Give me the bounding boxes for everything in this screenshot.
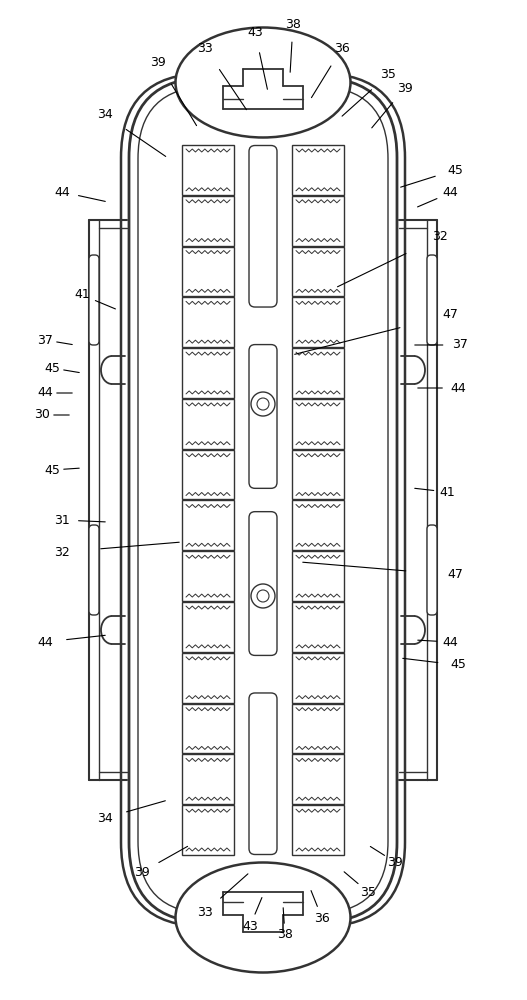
Bar — [182, 754, 234, 804]
Bar — [292, 704, 344, 753]
Text: 32: 32 — [432, 231, 448, 243]
FancyBboxPatch shape — [89, 525, 99, 615]
Circle shape — [251, 584, 275, 608]
Text: 39: 39 — [397, 82, 413, 95]
Bar — [182, 348, 234, 398]
Text: 39: 39 — [134, 865, 150, 879]
Bar — [292, 754, 344, 804]
Text: 43: 43 — [242, 920, 258, 932]
Ellipse shape — [175, 862, 350, 972]
Text: 34: 34 — [97, 812, 113, 824]
Bar — [292, 297, 344, 347]
Bar — [292, 247, 344, 296]
Text: 39: 39 — [387, 856, 403, 868]
Bar — [292, 653, 344, 703]
Text: 41: 41 — [439, 486, 455, 498]
Text: 36: 36 — [314, 912, 330, 924]
Bar — [292, 348, 344, 398]
Text: 41: 41 — [74, 288, 90, 302]
Bar — [182, 196, 234, 246]
Bar — [292, 196, 344, 246]
Bar — [182, 297, 234, 347]
Bar — [292, 500, 344, 550]
Bar — [182, 704, 234, 753]
Bar — [182, 653, 234, 703]
Bar — [292, 399, 344, 449]
Bar — [182, 399, 234, 449]
Text: 38: 38 — [277, 928, 293, 942]
Bar — [292, 145, 344, 195]
Text: 37: 37 — [452, 338, 468, 352]
Text: 44: 44 — [450, 381, 466, 394]
Text: 33: 33 — [197, 906, 213, 918]
Bar — [182, 500, 234, 550]
Text: 45: 45 — [447, 163, 463, 176]
Bar — [292, 450, 344, 499]
Circle shape — [251, 392, 275, 416]
Text: 36: 36 — [334, 41, 350, 54]
FancyBboxPatch shape — [249, 345, 277, 488]
Text: 37: 37 — [37, 334, 53, 347]
FancyBboxPatch shape — [249, 512, 277, 655]
Text: 30: 30 — [34, 408, 50, 422]
Text: 39: 39 — [150, 55, 166, 68]
Text: 44: 44 — [442, 186, 458, 200]
FancyBboxPatch shape — [427, 525, 437, 615]
Text: 34: 34 — [97, 108, 113, 121]
Bar — [182, 551, 234, 601]
Text: 32: 32 — [54, 546, 70, 558]
FancyBboxPatch shape — [249, 145, 277, 307]
Text: 45: 45 — [44, 361, 60, 374]
FancyBboxPatch shape — [138, 87, 388, 914]
FancyBboxPatch shape — [249, 693, 277, 854]
Text: 44: 44 — [37, 636, 53, 648]
Bar — [182, 247, 234, 296]
Text: 47: 47 — [442, 308, 458, 322]
Circle shape — [257, 590, 269, 602]
Text: 47: 47 — [447, 568, 463, 582]
Text: 45: 45 — [450, 658, 466, 672]
FancyBboxPatch shape — [121, 74, 405, 926]
Bar — [182, 805, 234, 855]
Bar — [292, 602, 344, 652]
Text: 35: 35 — [380, 68, 396, 82]
Bar — [292, 805, 344, 855]
Text: 44: 44 — [54, 186, 70, 198]
FancyBboxPatch shape — [427, 255, 437, 345]
Bar — [182, 450, 234, 499]
Text: 31: 31 — [54, 514, 70, 526]
Text: 44: 44 — [37, 386, 53, 399]
Circle shape — [257, 398, 269, 410]
Bar — [182, 145, 234, 195]
Bar — [182, 602, 234, 652]
Text: 44: 44 — [442, 636, 458, 648]
Text: 35: 35 — [360, 886, 376, 898]
Text: 38: 38 — [285, 17, 301, 30]
Text: 45: 45 — [44, 464, 60, 477]
Text: 33: 33 — [197, 41, 213, 54]
Bar — [292, 551, 344, 601]
Ellipse shape — [175, 27, 350, 137]
Text: 43: 43 — [247, 25, 263, 38]
FancyBboxPatch shape — [89, 255, 99, 345]
